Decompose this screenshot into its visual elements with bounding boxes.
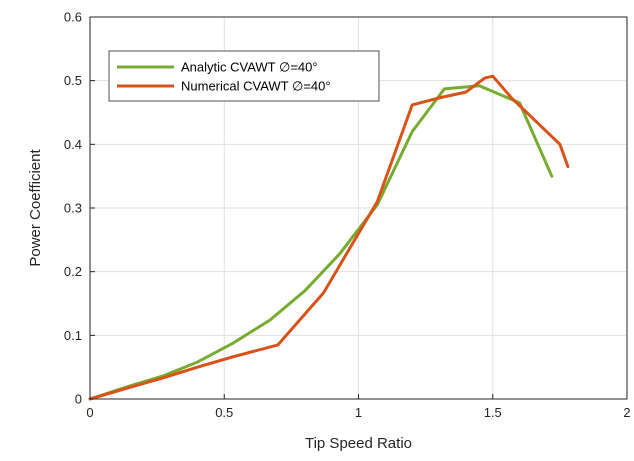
x-tick-label: 1.5 <box>484 405 502 420</box>
x-axis-label: Tip Speed Ratio <box>305 435 412 452</box>
y-axis-label: Power Coefficient <box>27 149 44 267</box>
x-tick-label: 2 <box>623 405 630 420</box>
y-tick-label: 0.6 <box>64 10 82 25</box>
series-line-numerical <box>88 74 570 401</box>
y-tick-label: 0.5 <box>64 73 82 88</box>
x-tick-label: 0 <box>86 405 93 420</box>
y-tick-label: 0.1 <box>64 328 82 343</box>
y-tick-label: 0.2 <box>64 264 82 279</box>
tick-labels: 0 0.5 1 1.5 2 0 0.1 0.2 0.3 0.4 0.5 0.6 <box>64 10 631 421</box>
legend-box <box>108 50 380 102</box>
data-series <box>88 74 570 401</box>
y-tick-label: 0 <box>75 392 82 407</box>
legend: Analytic CVAWT ∅=40° Numerical CVAWT ∅=40… <box>108 50 380 102</box>
legend-label: Numerical CVAWT ∅=40° <box>181 79 331 94</box>
x-tick-label: 0.5 <box>215 405 233 420</box>
legend-label: Analytic CVAWT ∅=40° <box>181 60 318 75</box>
y-tick-label: 0.4 <box>64 137 82 152</box>
y-tick-label: 0.3 <box>64 201 82 216</box>
x-tick-label: 1 <box>355 405 362 420</box>
